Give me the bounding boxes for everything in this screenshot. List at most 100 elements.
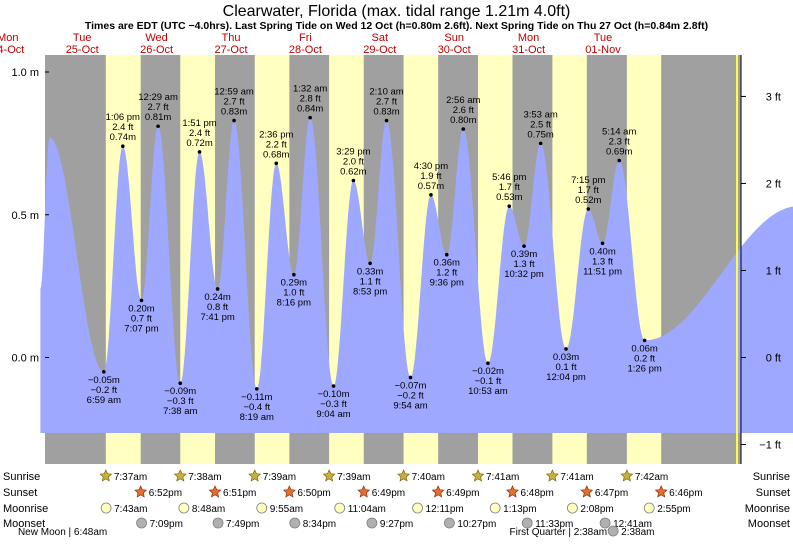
day-name: Wed [145, 32, 167, 44]
day-date: 25-Oct [66, 44, 99, 56]
tide-height-m: 0.69m [606, 147, 632, 158]
tide-height-m: 0.74m [110, 132, 136, 143]
day-date: 30-Oct [438, 44, 471, 56]
sunset-time: 6:48pm [520, 488, 553, 499]
high-tide-dot [274, 161, 279, 166]
moonrise-moon-icon [567, 502, 578, 514]
tide-height-ft: 2.7 ft [223, 97, 244, 108]
tide-curve [40, 117, 793, 433]
tide-time: 12:59 am [214, 87, 254, 98]
moonrise-moon-icon [256, 502, 268, 514]
moonrise-event: 2:08pm [567, 502, 614, 515]
moonset-moon-icon [366, 517, 378, 529]
sunrise-event: 7:37am [99, 469, 147, 483]
tide-time: 3:29 pm [336, 146, 370, 157]
high-tide-marker: 2:36 pm2.2 ft0.68m [259, 129, 294, 166]
low-tide-dot [408, 375, 413, 380]
tide-height-m: 0.36m [434, 258, 460, 269]
moonrise-time: 12:11pm [426, 504, 464, 515]
low-tide-dot [139, 298, 144, 303]
sunrise-time: 7:38am [188, 472, 221, 483]
high-tide-marker: 2:56 am2.6 ft0.80m [446, 95, 481, 131]
sunrise-star-icon [397, 469, 411, 482]
tide-time: 8:53 pm [353, 286, 387, 297]
moonset-event: 11:33pm [521, 517, 573, 530]
sunrise-event: 7:39am [248, 469, 296, 483]
sunrise-star-icon [173, 469, 187, 482]
low-tide-dot [368, 261, 372, 266]
low-tide-marker: −0.10m−0.3 ft9:04 am [316, 384, 351, 420]
tide-height-ft: −0.3 ft [167, 396, 194, 407]
tide-time: 7:07 pm [124, 323, 158, 334]
moonrise-event: 12:11pm [412, 502, 464, 515]
tide-height-m: −0.10m [318, 389, 350, 400]
tide-height-m: 0.72m [186, 138, 212, 149]
tide-height-m: −0.11m [241, 392, 272, 403]
sunrise-star-icon [545, 469, 559, 482]
tide-height-m: 0.39m [511, 249, 537, 260]
tide-time: 12:04 pm [546, 372, 586, 383]
moonrise-moon-icon [412, 502, 423, 514]
moonrise-time: 1:13pm [503, 504, 536, 515]
sunrise-event: 7:39am [322, 469, 370, 483]
tide-height-ft: 2.5 ft [530, 119, 551, 130]
moonrise-moon-icon [334, 502, 346, 514]
high-tide-dot [538, 141, 543, 146]
sunset-time: 6:50pm [297, 488, 330, 499]
moonrise-row-label-right: Moonrise [745, 503, 790, 515]
moonset-row-label-left: Moonset [3, 518, 45, 530]
tide-time: 9:04 am [316, 409, 350, 420]
sunset-time: 6:46pm [669, 488, 702, 499]
tide-height-ft: 1.7 ft [578, 185, 599, 196]
tide-height-m: 0.29m [281, 278, 307, 289]
high-tide-marker: 1:32 am2.8 ft0.84m [293, 84, 327, 120]
moonset-moon-icon [599, 517, 611, 529]
low-tide-marker: −0.09m−0.3 ft7:38 am [163, 381, 198, 417]
moonset-time: 10:27pm [457, 519, 496, 530]
high-tide-dot [617, 158, 622, 163]
day-date: 26-Oct [140, 44, 173, 56]
moonset-time: 7:09pm [150, 519, 183, 530]
day-name: Thu [222, 32, 241, 44]
low-tide-marker: −0.11m−0.4 ft8:19 am [240, 387, 274, 423]
tide-height-ft: 1.3 ft [592, 256, 613, 267]
tide-time: 9:54 am [393, 400, 427, 411]
tide-height-ft: 1.1 ft [360, 276, 381, 287]
sunrise-star-icon [471, 469, 485, 482]
low-tide-dot [444, 252, 449, 257]
moonset-moon-icon [289, 517, 301, 529]
tide-height-ft: 2.7 ft [148, 102, 169, 113]
day-name: Mon [0, 32, 19, 44]
tide-height-ft: −0.2 ft [397, 390, 424, 401]
tide-height-m: 0.20m [128, 303, 154, 314]
tide-time: 2:10 am [369, 87, 403, 98]
high-tide-dot [461, 127, 466, 131]
low-tide-dot [642, 338, 647, 343]
tide-height-m: 0.53m [496, 192, 522, 203]
high-tide-dot [308, 115, 312, 120]
high-tide-dot [429, 192, 433, 197]
low-tide-marker: −0.05m−0.2 ft6:59 am [87, 369, 121, 406]
moonrise-event: 11:04am [334, 502, 386, 515]
tide-time: 8:16 pm [277, 298, 311, 309]
sunset-star-icon [208, 485, 222, 498]
tide-height-m: 0.68m [263, 149, 289, 160]
high-tide-marker: 7:15 pm1.7 ft0.52m [571, 175, 606, 211]
high-tide-marker: 3:29 pm2.0 ft0.62m [336, 146, 371, 183]
high-tide-dot [586, 207, 591, 211]
high-tide-marker: 1:06 pm2.4 ft0.74m [106, 112, 140, 149]
sunset-star-icon [282, 485, 296, 498]
day-name: Sat [372, 32, 389, 44]
day-date: 01-Nov [585, 44, 621, 56]
tide-height-ft: 0.2 ft [634, 353, 655, 364]
sunset-row-label-left: Sunset [3, 487, 37, 499]
low-tide-dot [522, 244, 526, 248]
sunset-row-label-right: Sunset [756, 487, 790, 499]
high-tide-dot [351, 178, 356, 183]
chart-subtitle: Times are EDT (UTC −4.0hrs). Last Spring… [85, 20, 708, 32]
right-axis-tick-label: 2 ft [766, 178, 781, 190]
